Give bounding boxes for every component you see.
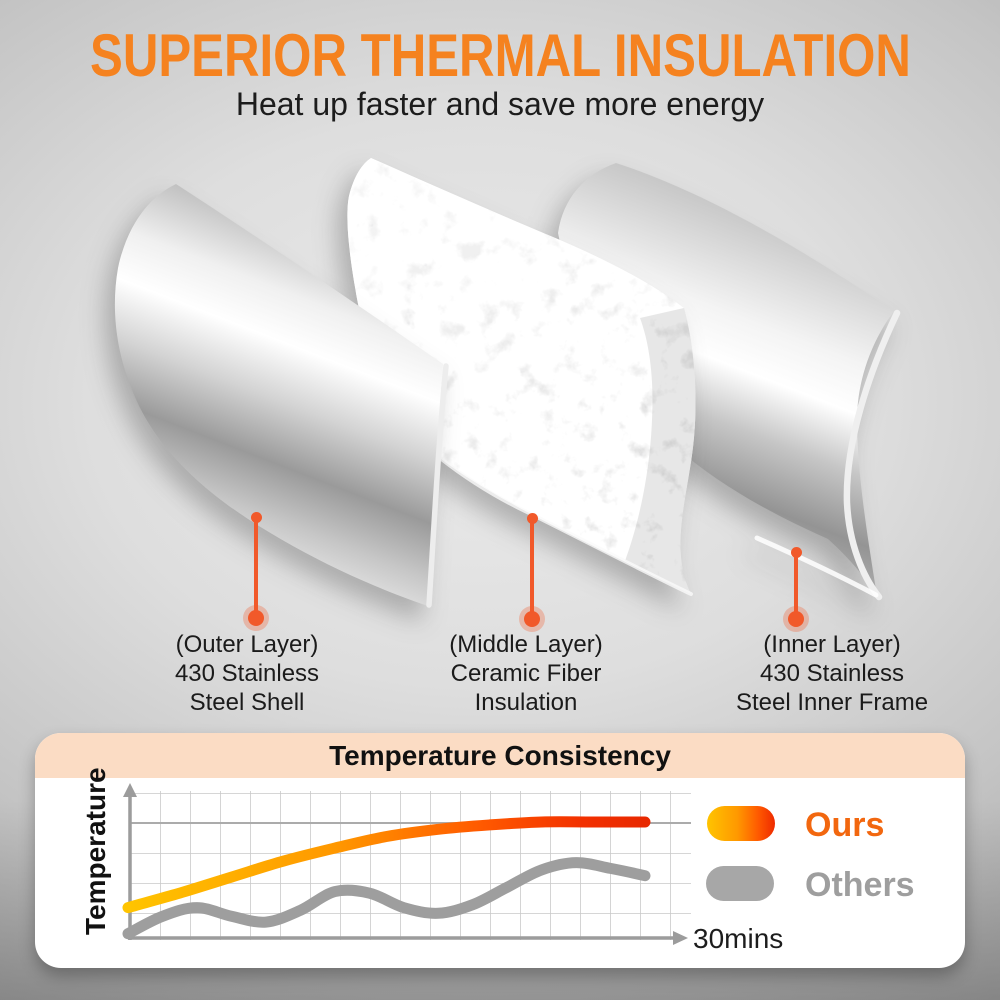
inner-layer-label-line2: 430 Stainless bbox=[759, 660, 905, 687]
middle-layer-label: (Middle Layer) Ceramic Fiber Insulation bbox=[386, 630, 666, 717]
x-axis-arrow-icon bbox=[673, 931, 688, 945]
y-axis-label: Temperature bbox=[80, 767, 111, 935]
x-axis-label: 30mins bbox=[693, 923, 783, 954]
outer-layer-pin bbox=[248, 512, 264, 626]
others-legend-swatch bbox=[706, 866, 774, 901]
middle-layer-shade bbox=[625, 308, 696, 594]
outer-layer-label-line2: 430 Stainless bbox=[174, 660, 320, 687]
y-axis-arrow-icon bbox=[123, 783, 137, 797]
ours-legend-swatch bbox=[707, 806, 775, 841]
inner-layer-label: (Inner Layer) 430 Stainless Steel Inner … bbox=[692, 630, 972, 717]
inner-layer-sheet bbox=[558, 163, 901, 601]
middle-layer-label-line2: Ceramic Fiber bbox=[450, 660, 602, 687]
inner-layer-pin bbox=[788, 547, 804, 627]
outer-layer-label-line1: (Outer Layer) bbox=[175, 631, 319, 658]
temperature-consistency-panel: Temperature Consistency bbox=[35, 733, 965, 968]
others-curve bbox=[122, 857, 651, 940]
temperature-chart: Temperature 30mins bbox=[80, 767, 783, 954]
page-title: SUPERIOR THERMAL INSULATION bbox=[90, 22, 911, 89]
ours-curve bbox=[122, 816, 651, 914]
outer-layer-label: (Outer Layer) 430 Stainless Steel Shell bbox=[107, 630, 387, 717]
inner-layer-edge-rim bbox=[843, 309, 901, 601]
middle-layer-label-line3: Insulation bbox=[474, 689, 578, 716]
outer-layer-label-line3: Steel Shell bbox=[189, 689, 305, 716]
inner-layer-bottom-rim bbox=[754, 535, 879, 598]
layers-illustration bbox=[114, 158, 901, 608]
outer-layer-sheet bbox=[114, 184, 449, 608]
page-subtitle: Heat up faster and save more energy bbox=[235, 86, 765, 122]
panel-title: Temperature Consistency bbox=[329, 739, 671, 771]
outer-layer-edge-rim bbox=[426, 363, 449, 608]
inner-layer-label-line3: Steel Inner Frame bbox=[735, 689, 929, 716]
ours-legend-label: Ours bbox=[805, 806, 885, 844]
others-legend-label: Others bbox=[805, 866, 915, 904]
middle-layer-label-line1: (Middle Layer) bbox=[449, 631, 603, 658]
middle-layer-pin bbox=[524, 513, 540, 627]
panel-header: Temperature Consistency bbox=[35, 733, 965, 778]
inner-layer-label-line1: (Inner Layer) bbox=[763, 631, 901, 658]
